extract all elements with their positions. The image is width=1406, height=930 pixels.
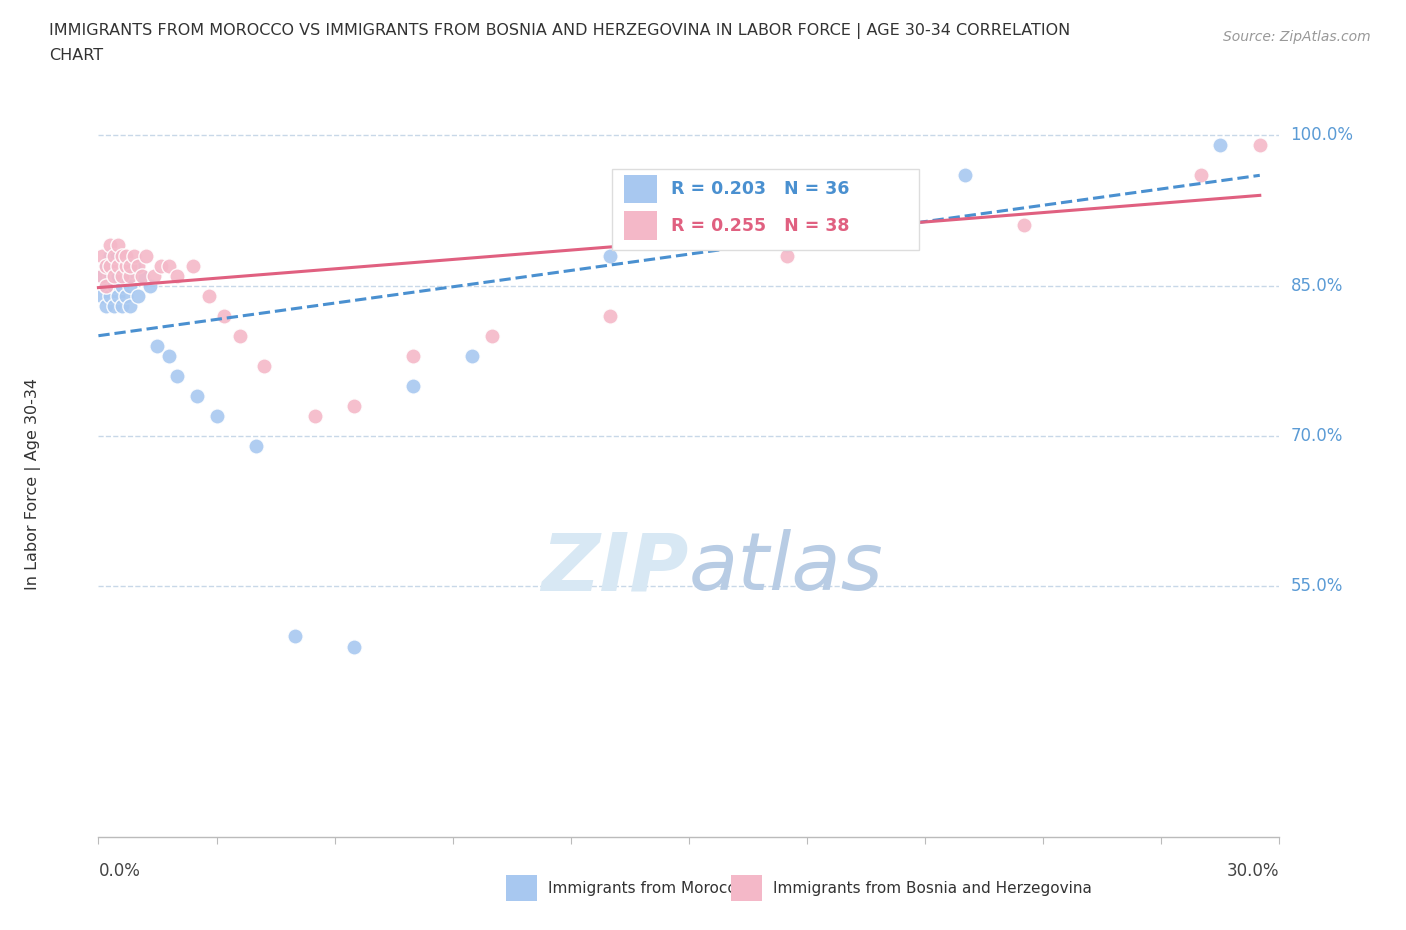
Point bbox=[115, 288, 138, 303]
Point bbox=[115, 248, 138, 263]
Point bbox=[1209, 138, 1232, 153]
Point bbox=[402, 349, 425, 364]
Point bbox=[229, 328, 252, 343]
Point bbox=[103, 299, 125, 313]
Point bbox=[253, 358, 276, 373]
Point bbox=[142, 268, 165, 283]
Point bbox=[127, 288, 149, 303]
Point bbox=[118, 278, 141, 293]
Point bbox=[186, 389, 208, 404]
Point bbox=[1189, 168, 1212, 183]
Text: 100.0%: 100.0% bbox=[1291, 126, 1354, 144]
Point bbox=[150, 259, 173, 273]
Point bbox=[98, 288, 121, 303]
Point bbox=[214, 308, 236, 323]
Point bbox=[205, 408, 228, 423]
Point bbox=[157, 349, 180, 364]
Point bbox=[107, 259, 129, 273]
Point bbox=[118, 259, 141, 273]
Point bbox=[131, 268, 153, 283]
Point bbox=[103, 268, 125, 283]
Point bbox=[107, 268, 129, 283]
Point bbox=[111, 278, 134, 293]
Point bbox=[776, 238, 799, 253]
Point bbox=[461, 349, 484, 364]
Point bbox=[98, 238, 121, 253]
Point bbox=[343, 398, 366, 413]
Point bbox=[953, 168, 976, 183]
Point bbox=[118, 268, 141, 283]
Text: R = 0.203   N = 36: R = 0.203 N = 36 bbox=[671, 179, 849, 198]
Point bbox=[122, 259, 145, 273]
Text: Source: ZipAtlas.com: Source: ZipAtlas.com bbox=[1223, 30, 1371, 44]
Point bbox=[107, 238, 129, 253]
Text: 85.0%: 85.0% bbox=[1291, 276, 1343, 295]
Point bbox=[111, 248, 134, 263]
Point bbox=[599, 248, 621, 263]
Point bbox=[103, 278, 125, 293]
Point bbox=[91, 268, 114, 283]
Point bbox=[96, 259, 118, 273]
Point bbox=[343, 639, 366, 654]
Text: 30.0%: 30.0% bbox=[1227, 862, 1279, 880]
Text: 70.0%: 70.0% bbox=[1291, 427, 1343, 445]
Point bbox=[776, 248, 799, 263]
Text: 0.0%: 0.0% bbox=[98, 862, 141, 880]
Text: IMMIGRANTS FROM MOROCCO VS IMMIGRANTS FROM BOSNIA AND HERZEGOVINA IN LABOR FORCE: IMMIGRANTS FROM MOROCCO VS IMMIGRANTS FR… bbox=[49, 23, 1070, 39]
Text: atlas: atlas bbox=[689, 529, 884, 607]
Point bbox=[96, 299, 118, 313]
Point bbox=[96, 259, 118, 273]
Text: Immigrants from Bosnia and Herzegovina: Immigrants from Bosnia and Herzegovina bbox=[773, 881, 1092, 896]
FancyBboxPatch shape bbox=[624, 175, 657, 203]
Point bbox=[481, 328, 503, 343]
Point bbox=[103, 248, 125, 263]
Point bbox=[138, 278, 160, 293]
Point bbox=[599, 308, 621, 323]
Point bbox=[146, 339, 169, 353]
Point bbox=[127, 259, 149, 273]
Point bbox=[111, 268, 134, 283]
Point bbox=[135, 248, 157, 263]
Point bbox=[98, 248, 121, 263]
Point bbox=[166, 268, 188, 283]
Point bbox=[107, 288, 129, 303]
Point bbox=[181, 259, 204, 273]
Point bbox=[115, 268, 138, 283]
Point bbox=[96, 278, 118, 293]
Point bbox=[284, 629, 307, 644]
Point bbox=[166, 368, 188, 383]
Point bbox=[402, 379, 425, 393]
FancyBboxPatch shape bbox=[612, 169, 920, 250]
Text: R = 0.255   N = 38: R = 0.255 N = 38 bbox=[671, 217, 849, 234]
Text: ZIP: ZIP bbox=[541, 529, 689, 607]
Point bbox=[122, 248, 145, 263]
Point bbox=[157, 259, 180, 273]
Point bbox=[91, 248, 114, 263]
Text: Immigrants from Morocco: Immigrants from Morocco bbox=[548, 881, 745, 896]
Point bbox=[1012, 218, 1035, 232]
Point bbox=[98, 259, 121, 273]
Text: In Labor Force | Age 30-34: In Labor Force | Age 30-34 bbox=[25, 378, 41, 590]
Point bbox=[96, 278, 118, 293]
Point bbox=[304, 408, 326, 423]
Point bbox=[245, 439, 267, 454]
Point bbox=[115, 259, 138, 273]
Point bbox=[118, 299, 141, 313]
Text: 55.0%: 55.0% bbox=[1291, 578, 1343, 595]
Point bbox=[111, 299, 134, 313]
Point bbox=[1249, 138, 1271, 153]
Point bbox=[98, 268, 121, 283]
Point bbox=[131, 268, 153, 283]
Text: CHART: CHART bbox=[49, 48, 103, 63]
Point bbox=[91, 268, 114, 283]
Point bbox=[91, 288, 114, 303]
Point bbox=[197, 288, 219, 303]
FancyBboxPatch shape bbox=[624, 211, 657, 240]
